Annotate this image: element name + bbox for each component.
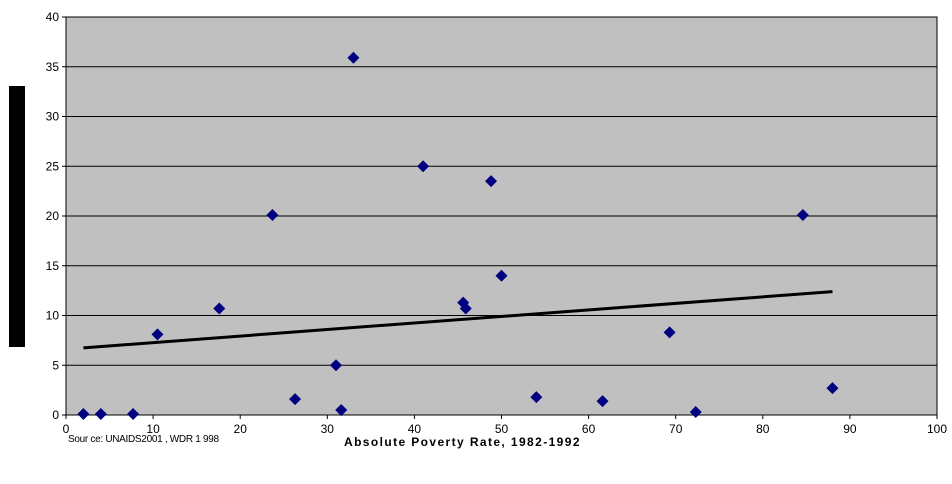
data-point: [459, 302, 472, 315]
x-tick-label: 40: [408, 422, 422, 436]
y-axis-title-redacted: [9, 86, 25, 347]
data-points: [77, 51, 839, 421]
x-tick-label: 90: [843, 422, 857, 436]
y-tick-label: 20: [46, 209, 60, 223]
y-tick-label: 25: [46, 159, 60, 173]
y-tick-label: 30: [46, 110, 60, 124]
x-axis-title: Absolute Poverty Rate, 1982-1992: [344, 435, 581, 449]
data-point: [485, 175, 498, 188]
trendline: [83, 290, 833, 350]
x-tick-label: 80: [756, 422, 770, 436]
y-tick-label: 40: [46, 10, 60, 24]
data-point: [530, 391, 543, 404]
x-tick-label: 100: [927, 422, 947, 436]
data-point: [151, 328, 164, 341]
data-point: [77, 408, 90, 421]
data-point: [796, 209, 809, 222]
data-point: [335, 404, 348, 417]
data-point: [213, 302, 226, 315]
data-point: [330, 359, 343, 372]
data-point: [689, 406, 702, 419]
x-tick-label: 30: [321, 422, 335, 436]
gridlines: [66, 66, 937, 366]
data-point: [266, 209, 279, 222]
data-point: [495, 269, 508, 282]
x-tick-label: 60: [582, 422, 596, 436]
y-tick-label: 0: [52, 408, 59, 422]
data-point: [826, 382, 839, 395]
y-axis: 0 5 10 15 20 25 30 35 40: [46, 10, 66, 422]
data-point: [596, 395, 609, 408]
x-tick-label: 0: [63, 422, 70, 436]
data-point: [347, 51, 360, 64]
x-tick-label: 20: [234, 422, 248, 436]
y-tick-label: 35: [46, 60, 60, 74]
y-tick-label: 5: [52, 358, 59, 372]
data-point: [94, 408, 107, 421]
source-note: Sour ce: UNAIDS2001 , WDR 1 998: [68, 434, 219, 445]
x-tick-label: 50: [495, 422, 509, 436]
data-point: [127, 408, 140, 421]
data-point: [663, 326, 676, 339]
data-point: [289, 393, 302, 406]
x-tick-label: 10: [146, 422, 160, 436]
x-tick-label: 70: [669, 422, 683, 436]
x-axis: 0 10 20 30 40 50 60 70 80 90 100: [63, 415, 947, 436]
y-tick-label: 15: [46, 259, 60, 273]
data-point: [417, 160, 430, 173]
y-tick-label: 10: [46, 309, 60, 323]
